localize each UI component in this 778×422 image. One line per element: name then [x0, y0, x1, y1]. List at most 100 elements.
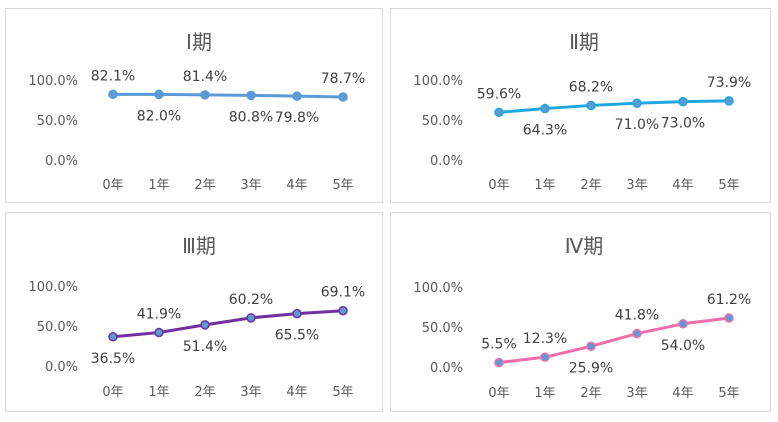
- x-tick-label: 2年: [194, 385, 215, 400]
- y-tick-label: 100.0%: [413, 74, 463, 89]
- x-tick-label: 1年: [148, 178, 169, 193]
- y-tick-label: 50.0%: [37, 320, 78, 335]
- chart-svg: Ⅳ期 0.0% 50.0% 100.0% 0年 1年 2年 3年 4年 5年 5.5% 12.3%25…: [413, 234, 751, 401]
- data-point: [678, 96, 688, 107]
- chart-title: Ⅲ期: [182, 234, 216, 258]
- x-tick-label: 4年: [286, 178, 307, 193]
- data-point: [292, 308, 302, 319]
- series-line: [112, 309, 344, 339]
- data-label: 65.5%: [275, 328, 319, 344]
- data-label: 73.0%: [661, 116, 705, 132]
- y-tick-label: 100.0%: [28, 280, 78, 295]
- x-tick-label: 2年: [580, 178, 601, 193]
- chart-panel-stage-2: Ⅱ期 0.0% 50.0% 100.0% 0年 1年 2年 3年 4年 5年 59.6% 64.3% 6…: [390, 8, 771, 203]
- data-point: [108, 332, 118, 342]
- data-point: [338, 92, 348, 102]
- data-label: 25.9%: [569, 360, 613, 376]
- data-point: [246, 313, 256, 323]
- y-tick-label: 100.0%: [413, 281, 463, 296]
- data-label: 41.8%: [615, 308, 659, 324]
- data-label: 61.2%: [707, 292, 751, 308]
- x-tick-label: 4年: [672, 178, 693, 193]
- data-point: [724, 96, 734, 106]
- data-label: 71.0%: [615, 117, 659, 133]
- data-point: [200, 90, 210, 100]
- x-tick-label: 0年: [102, 385, 123, 400]
- y-tick-label: 100.0%: [28, 74, 78, 89]
- x-tick-label: 5年: [332, 385, 353, 400]
- data-point: [678, 319, 688, 329]
- data-point: [586, 100, 596, 111]
- data-point: [632, 98, 642, 108]
- data-point: [154, 89, 164, 100]
- data-point: [246, 90, 256, 101]
- data-point: [494, 107, 504, 118]
- x-tick-label: 3年: [626, 178, 647, 193]
- data-label: 78.7%: [321, 71, 365, 87]
- data-label: 68.2%: [569, 79, 613, 95]
- data-label: 82.1%: [91, 68, 135, 84]
- data-label: 54.0%: [661, 338, 705, 354]
- x-tick-label: 5年: [718, 178, 739, 193]
- chart-panel-stage-3: Ⅲ期 0.0% 50.0% 100.0% 0年 1年 2年 3年 4年 5年 36.5% 41.9% 5…: [5, 212, 383, 412]
- data-point: [540, 103, 550, 114]
- data-point: [632, 328, 642, 339]
- data-label: 69.1%: [321, 285, 365, 301]
- x-tick-label: 3年: [240, 385, 261, 400]
- chart-panel-stage-1: Ⅰ期 0.0% 50.0% 100.0% 0年 1年 2年 3年 4年 5年 82.1% 82.0% 8…: [5, 8, 383, 203]
- x-tick-label: 2年: [194, 178, 215, 193]
- y-tick-label: 50.0%: [37, 114, 78, 129]
- data-label: 12.3%: [523, 331, 567, 347]
- y-tick-label: 50.0%: [422, 321, 463, 336]
- x-tick-label: 0年: [102, 178, 123, 193]
- x-tick-label: 5年: [332, 178, 353, 193]
- x-tick-label: 2年: [580, 386, 601, 401]
- chart-title: Ⅰ期: [186, 30, 212, 54]
- data-label: 82.0%: [137, 108, 181, 124]
- data-point: [108, 89, 118, 100]
- chart-svg: Ⅰ期 0.0% 50.0% 100.0% 0年 1年 2年 3年 4年 5年 82.1% 82.0% 8…: [28, 30, 365, 193]
- data-label: 79.8%: [275, 110, 319, 126]
- x-tick-label: 3年: [626, 386, 647, 401]
- x-tick-label: 0年: [488, 386, 509, 401]
- x-tick-label: 1年: [148, 385, 169, 400]
- x-tick-label: 3年: [240, 178, 261, 193]
- data-label: 36.5%: [91, 351, 135, 367]
- x-tick-label: 1年: [534, 386, 555, 401]
- chart-title: Ⅱ期: [569, 30, 599, 54]
- y-tick-label: 50.0%: [422, 114, 463, 129]
- chart-panel-stage-4: Ⅳ期 0.0% 50.0% 100.0% 0年 1年 2年 3年 4年 5年 5.5% 12.3% 25…: [390, 212, 771, 412]
- data-label: 59.6%: [477, 86, 521, 102]
- x-tick-label: 4年: [286, 385, 307, 400]
- chart-svg: Ⅱ期 0.0% 50.0% 100.0% 0年 1年 2年 3年 4年 5年 59.6% 64.3% 6…: [413, 30, 751, 193]
- y-tick-label: 0.0%: [430, 361, 463, 376]
- series-line: [112, 92, 344, 99]
- data-label: 64.3%: [523, 123, 567, 139]
- data-label: 41.9%: [137, 306, 181, 322]
- data-point: [494, 357, 504, 368]
- series-line: [498, 99, 730, 114]
- chart-svg: Ⅲ期 0.0% 50.0% 100.0% 0年 1年 2年 3年 4年 5年 36.5% 41.9% 5…: [28, 234, 365, 400]
- data-point: [586, 341, 596, 352]
- y-tick-label: 0.0%: [45, 154, 78, 169]
- data-label: 73.9%: [707, 75, 751, 91]
- data-label: 60.2%: [229, 292, 273, 308]
- y-tick-label: 0.0%: [45, 360, 78, 375]
- data-label: 80.8%: [229, 109, 273, 125]
- data-label: 5.5%: [481, 337, 517, 353]
- data-label: 51.4%: [183, 339, 227, 355]
- data-point: [154, 327, 164, 338]
- x-tick-label: 4年: [672, 386, 693, 401]
- y-tick-label: 0.0%: [430, 154, 463, 169]
- chart-title: Ⅳ期: [565, 234, 603, 258]
- x-tick-label: 5年: [718, 386, 739, 401]
- data-point: [540, 352, 550, 362]
- data-point: [338, 305, 348, 316]
- data-point: [200, 320, 210, 330]
- data-point: [292, 91, 302, 101]
- x-tick-label: 0年: [488, 178, 509, 193]
- x-tick-label: 1年: [534, 178, 555, 193]
- series-line: [498, 316, 730, 365]
- data-label: 81.4%: [183, 69, 227, 85]
- data-point: [724, 313, 734, 323]
